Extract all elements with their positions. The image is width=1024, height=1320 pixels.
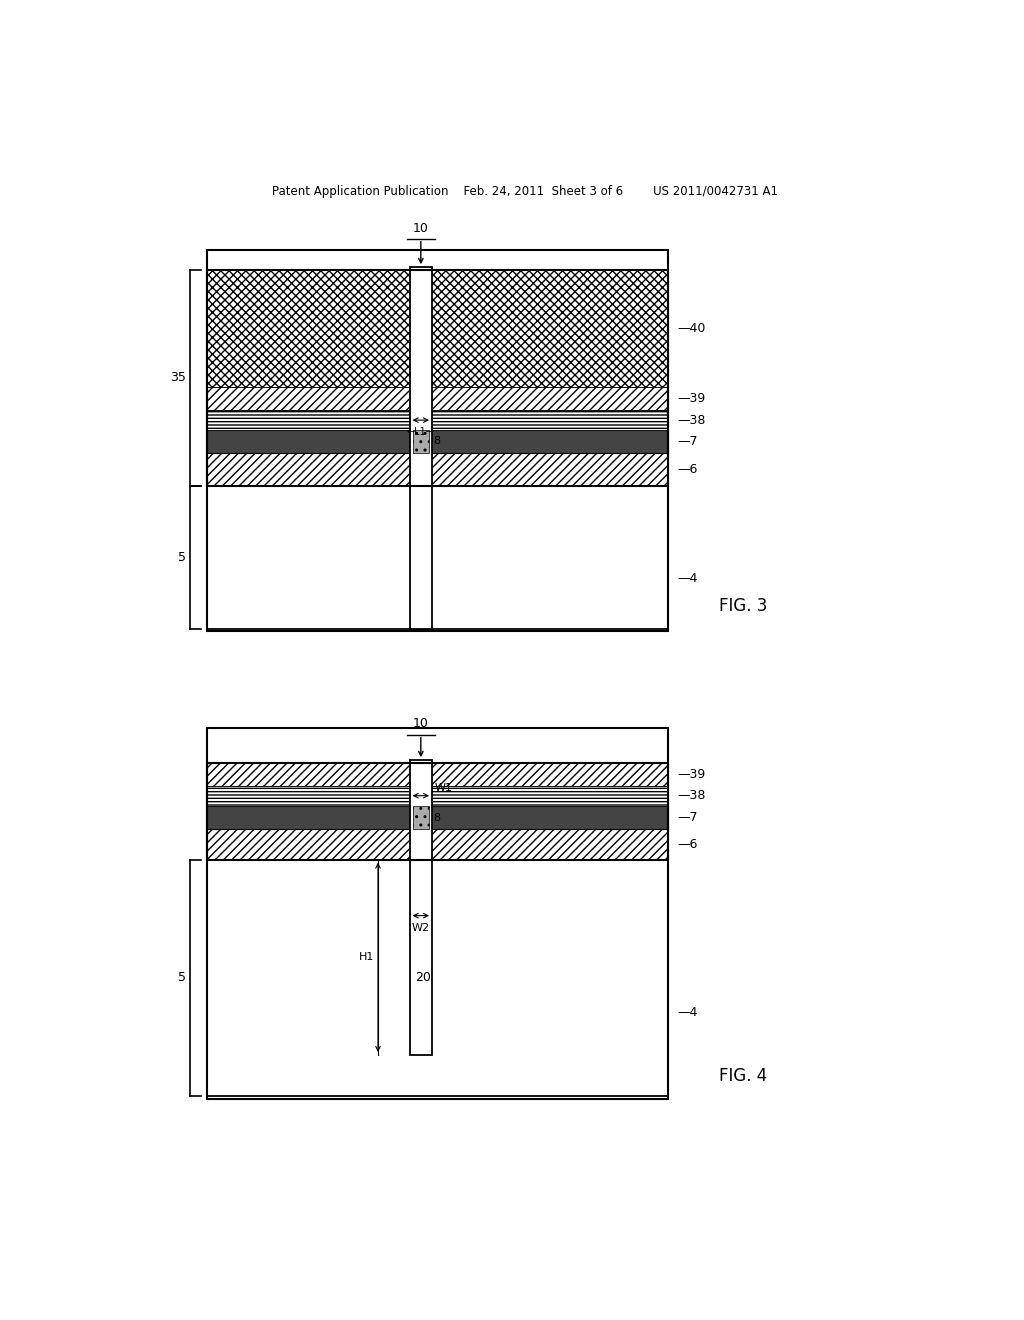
Text: —38: —38 (677, 789, 706, 803)
Text: FIG. 3: FIG. 3 (719, 597, 768, 615)
Bar (207, 430, 668, 453)
Text: 20: 20 (416, 972, 431, 985)
Bar (410, 760, 432, 1055)
Text: —7: —7 (677, 436, 697, 447)
Bar (207, 727, 668, 1098)
Bar (207, 805, 668, 829)
Text: 5: 5 (178, 972, 186, 985)
Text: —6: —6 (677, 838, 697, 851)
Bar (207, 486, 668, 630)
Bar (207, 859, 668, 1096)
Text: —39: —39 (677, 392, 706, 405)
Text: —4: —4 (677, 1006, 697, 1019)
Text: —40: —40 (677, 322, 706, 335)
Text: 5: 5 (178, 550, 186, 564)
Text: —4: —4 (677, 573, 697, 585)
Text: FIG. 4: FIG. 4 (719, 1067, 767, 1085)
Text: W1: W1 (434, 783, 453, 792)
Text: 8: 8 (433, 813, 440, 822)
Bar (207, 249, 668, 631)
Bar (410, 267, 432, 630)
Text: 35: 35 (170, 371, 186, 384)
Bar (207, 411, 668, 430)
Text: —6: —6 (677, 463, 697, 477)
Bar (413, 805, 429, 829)
Bar (413, 430, 429, 453)
Bar (207, 271, 668, 387)
Text: —39: —39 (677, 768, 706, 781)
Bar (207, 453, 668, 486)
Bar (207, 785, 668, 805)
Text: W2: W2 (412, 923, 430, 933)
Text: 8: 8 (433, 437, 440, 446)
Text: Patent Application Publication    Feb. 24, 2011  Sheet 3 of 6        US 2011/004: Patent Application Publication Feb. 24, … (271, 185, 778, 198)
Text: ←L1→: ←L1→ (407, 428, 435, 437)
Text: 10: 10 (413, 222, 429, 235)
Bar (207, 829, 668, 859)
Bar (207, 763, 668, 859)
Text: 10: 10 (413, 717, 429, 730)
Text: —38: —38 (677, 413, 706, 426)
Bar (207, 763, 668, 785)
Text: H1: H1 (358, 952, 374, 962)
Text: —7: —7 (677, 810, 697, 824)
Bar (207, 387, 668, 411)
Bar (207, 271, 668, 486)
